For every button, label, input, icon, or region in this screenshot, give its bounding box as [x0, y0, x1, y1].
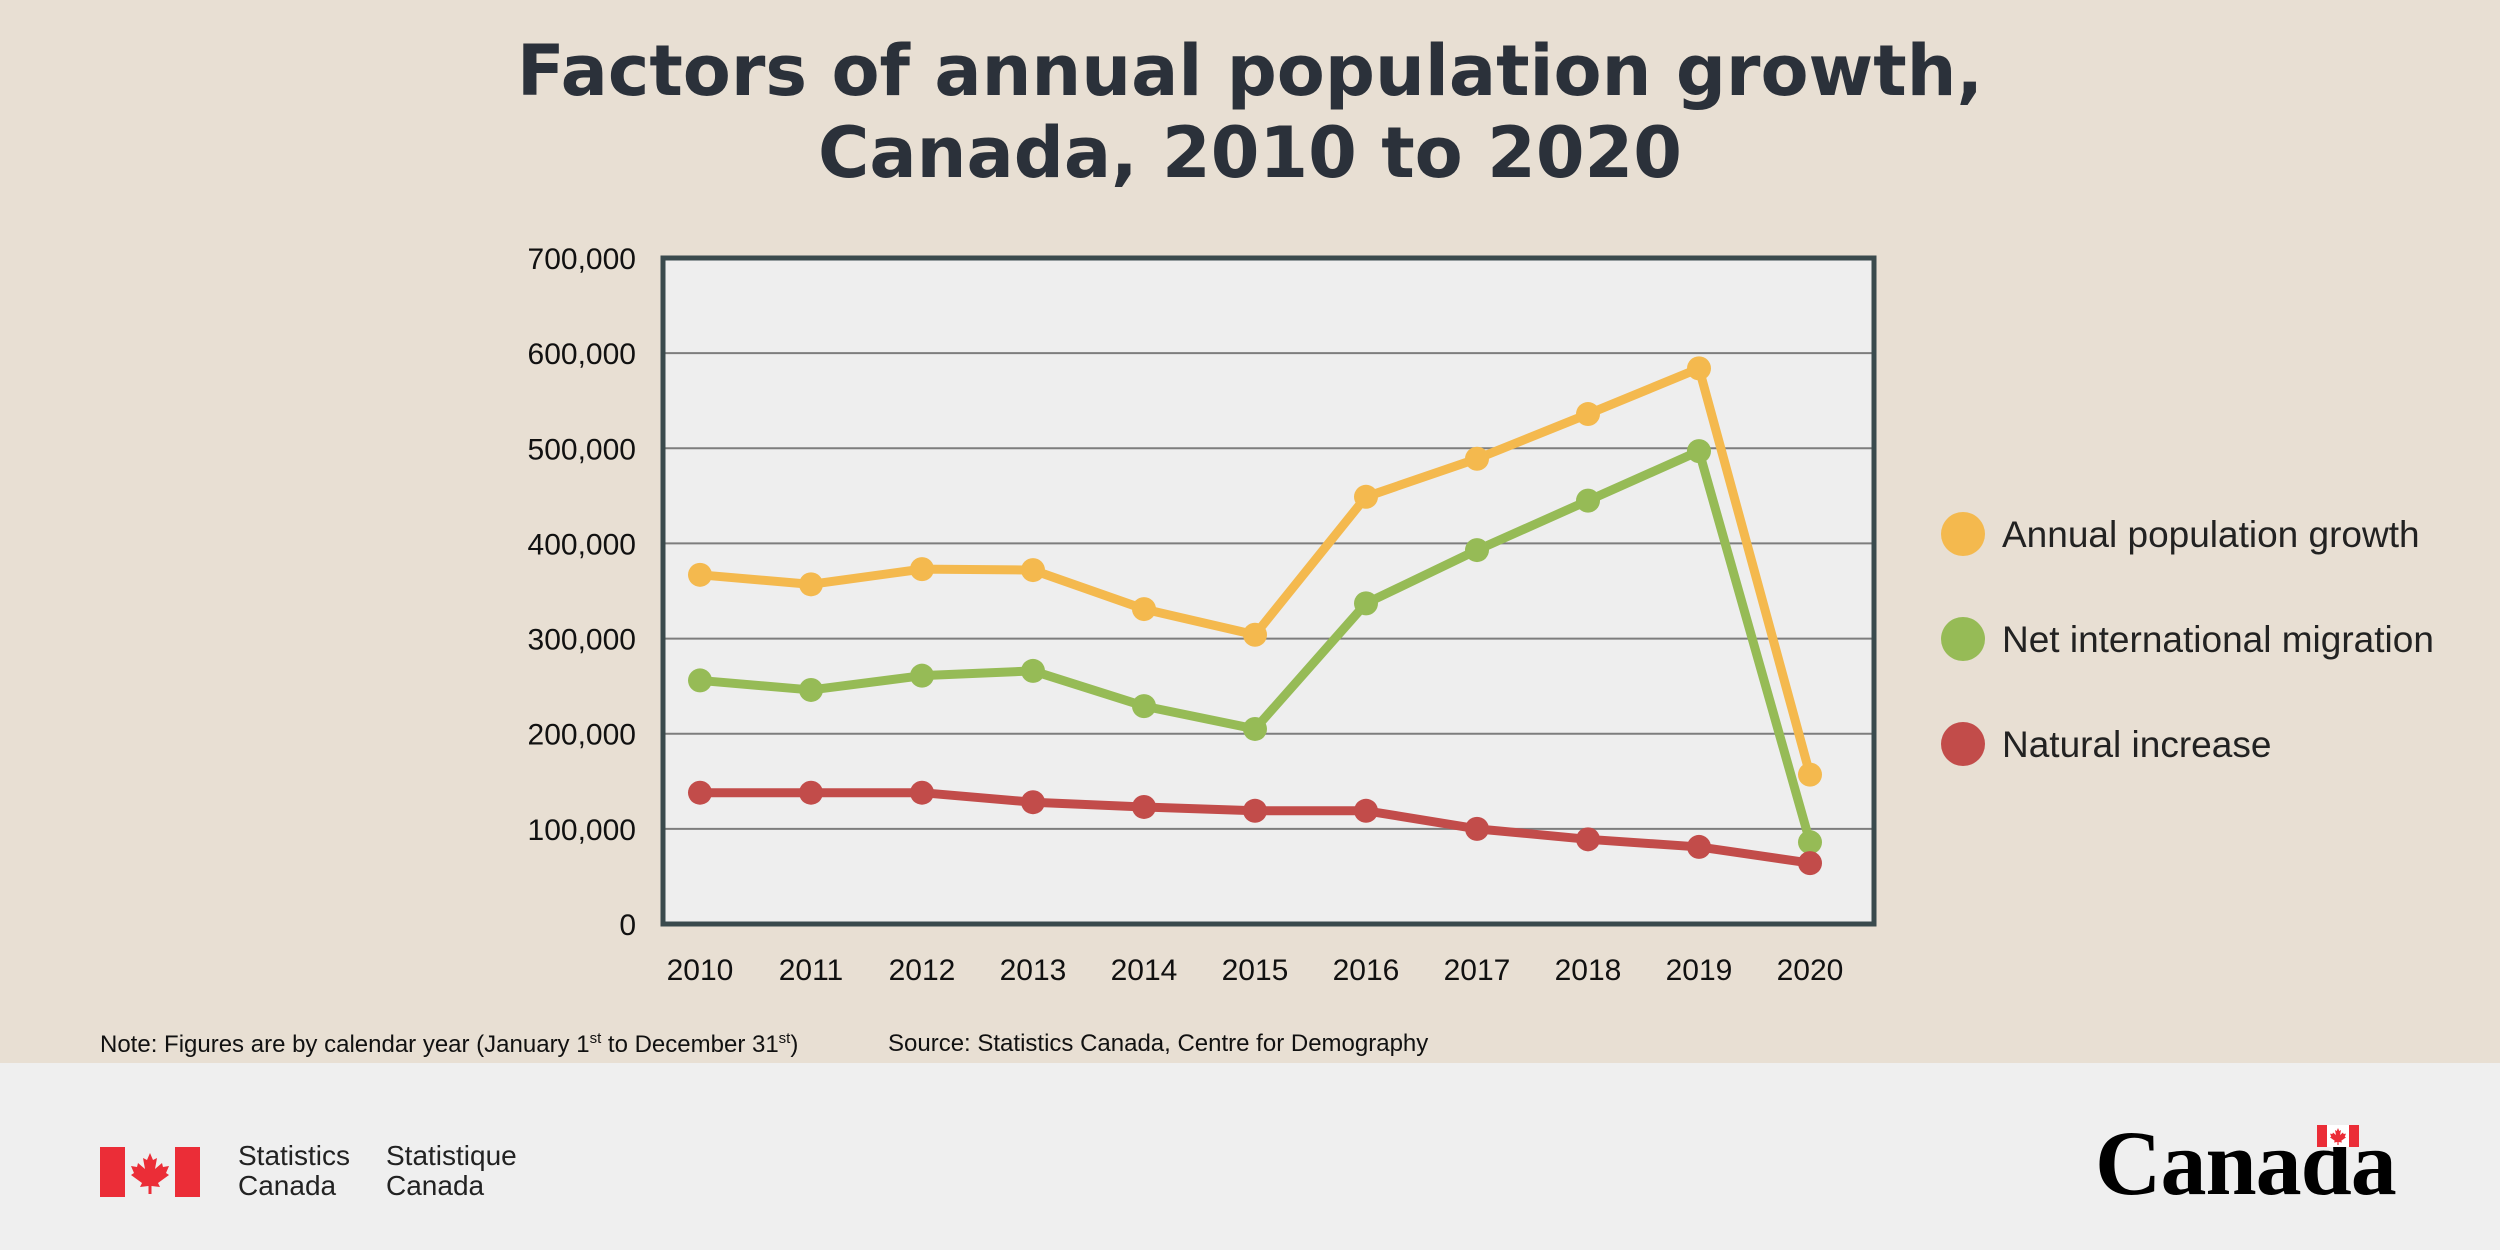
- data-point: [1576, 827, 1600, 852]
- data-point: [688, 780, 712, 805]
- data-point: [1465, 538, 1489, 563]
- x-tick-label: 2015: [1222, 954, 1289, 987]
- data-point: [799, 780, 823, 805]
- data-point: [1465, 446, 1489, 471]
- legend-label: Annual population growth: [2002, 514, 2420, 555]
- chart-title-line-1: Factors of annual population growth,: [516, 30, 1984, 112]
- note-suffix: ): [790, 1031, 799, 1058]
- y-tick-label: 200,000: [528, 719, 636, 752]
- y-tick-label: 700,000: [528, 243, 636, 276]
- chart-source: Source: Statistics Canada, Centre for De…: [888, 1030, 1429, 1057]
- series-annual-population-growth: [688, 356, 1822, 787]
- data-point: [1465, 816, 1489, 841]
- plot-area: [663, 258, 1874, 924]
- legend-label: Natural increase: [2002, 724, 2271, 765]
- footer: Statistics Canada Statistique Canada Can…: [0, 1063, 2500, 1250]
- data-point: [1687, 356, 1711, 381]
- chart-note: Note: Figures are by calendar year (Janu…: [100, 1030, 798, 1059]
- chart-title: Factors of annual population growth, Can…: [0, 30, 2500, 194]
- data-point: [1132, 794, 1156, 819]
- data-point: [1576, 402, 1600, 427]
- y-tick-label: 0: [619, 909, 636, 942]
- signature-en-line-2: Canada: [238, 1170, 337, 1201]
- data-point: [1798, 830, 1822, 855]
- data-point: [799, 572, 823, 597]
- legend-label: Net international migration: [2002, 619, 2434, 660]
- data-point: [1132, 694, 1156, 719]
- y-tick-label: 600,000: [528, 338, 636, 371]
- legend: Annual population growth Net internationa…: [1941, 512, 2434, 766]
- data-point: [910, 663, 934, 688]
- x-tick-label: 2017: [1444, 954, 1511, 987]
- x-tick-label: 2014: [1111, 954, 1178, 987]
- data-point: [688, 562, 712, 587]
- y-tick-label: 100,000: [528, 814, 636, 847]
- signature-en-line-1: Statistics: [238, 1140, 351, 1171]
- series-natural-increase: [688, 780, 1822, 876]
- wordmark-flag-icon: [2317, 1125, 2359, 1147]
- data-point: [1798, 851, 1822, 876]
- data-point: [1243, 798, 1267, 823]
- data-point: [910, 780, 934, 805]
- data-point: [1354, 798, 1378, 823]
- data-point: [1687, 439, 1711, 464]
- y-tick-label: 300,000: [528, 624, 636, 657]
- x-tick-label: 2019: [1666, 954, 1733, 987]
- data-point: [1132, 597, 1156, 622]
- legend-marker: [1941, 722, 1985, 766]
- x-tick-label: 2013: [1000, 954, 1067, 987]
- note-superscript-1: st: [589, 1030, 602, 1047]
- x-tick-label: 2011: [779, 954, 844, 987]
- chart-title-line-2: Canada, 2010 to 2020: [818, 112, 1682, 194]
- signature-french: Statistique Canada: [386, 1141, 517, 1201]
- legend-marker: [1941, 617, 1985, 661]
- plot-frame: [660, 255, 1877, 927]
- note-middle: to December 31: [601, 1031, 779, 1058]
- data-point: [1021, 790, 1045, 815]
- series-net-international-migration: [688, 439, 1822, 855]
- data-point: [1243, 622, 1267, 647]
- data-point: [1243, 716, 1267, 741]
- data-point: [910, 557, 934, 582]
- data-point: [1354, 484, 1378, 509]
- data-point: [799, 677, 823, 702]
- x-tick-label: 2012: [889, 954, 956, 987]
- x-tick-label: 2020: [1777, 954, 1844, 987]
- x-tick-label: 2018: [1555, 954, 1622, 987]
- legend-marker: [1941, 512, 1985, 556]
- data-point: [1354, 591, 1378, 616]
- data-point: [1687, 834, 1711, 859]
- y-tick-label: 500,000: [528, 433, 636, 466]
- data-point: [1021, 558, 1045, 583]
- note-prefix: Note: Figures are by calendar year (Janu…: [100, 1031, 590, 1058]
- signature-fr-line-1: Statistique: [386, 1140, 517, 1171]
- data-point: [688, 668, 712, 693]
- x-tick-label: 2016: [1333, 954, 1400, 987]
- signature-fr-line-2: Canada: [386, 1170, 485, 1201]
- x-tick-label: 2010: [667, 954, 734, 987]
- data-point: [1021, 658, 1045, 683]
- data-point: [1576, 488, 1600, 513]
- signature-english: Statistics Canada: [238, 1141, 350, 1201]
- y-tick-label: 400,000: [528, 528, 636, 561]
- line-chart: 0 100,000 200,000 300,000 400,000 500,000 600,…: [528, 243, 2434, 987]
- note-superscript-2: st: [778, 1030, 791, 1047]
- canada-flag-icon: [100, 1147, 200, 1197]
- data-point: [1798, 762, 1822, 787]
